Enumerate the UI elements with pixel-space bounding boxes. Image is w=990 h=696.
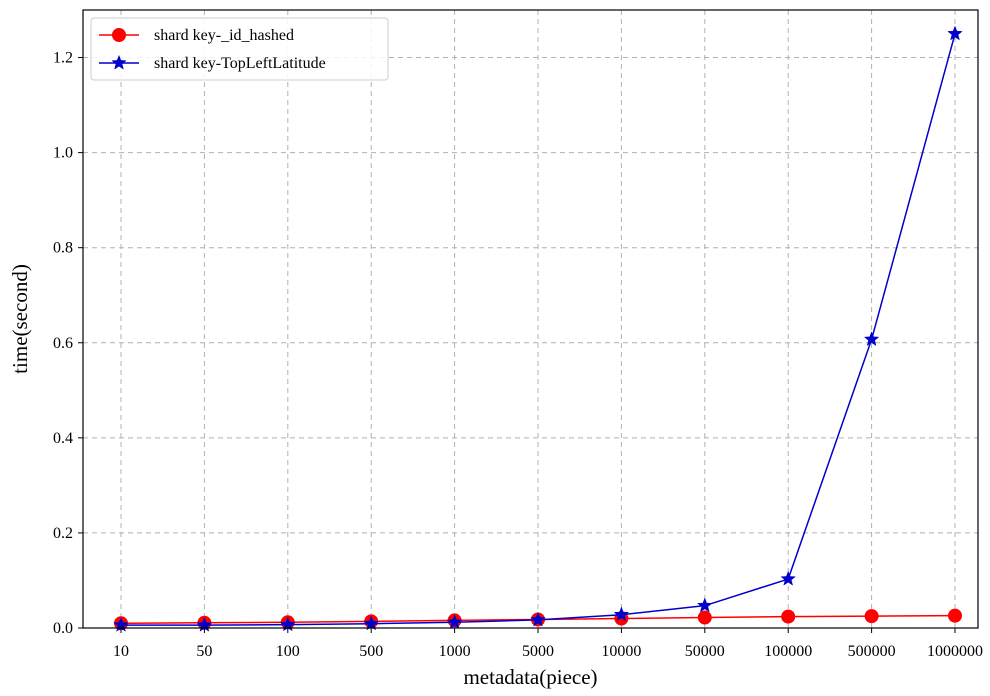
y-tick-label: 1.2 xyxy=(53,50,73,67)
legend-box xyxy=(90,17,389,81)
y-axis: 0.0 0.2 0.4 0.6 0.8 1.0 1.2 xyxy=(53,50,83,637)
data-point xyxy=(780,570,796,586)
x-tick-label: 500000 xyxy=(848,643,896,660)
x-tick-label: 10000 xyxy=(601,643,641,660)
plot-frame xyxy=(82,9,979,629)
data-point xyxy=(697,610,712,625)
x-tick-label: 10 xyxy=(113,643,129,660)
data-point xyxy=(947,25,963,41)
data-point xyxy=(863,331,880,347)
legend-marker xyxy=(112,28,126,42)
y-axis-label: time(second) xyxy=(8,264,32,374)
y-tick-label: 0.4 xyxy=(53,430,73,447)
legend-label: shard key-_id_hashed xyxy=(154,27,294,44)
grid-lines xyxy=(83,10,978,628)
data-point xyxy=(613,606,630,622)
x-tick-label: 1000000 xyxy=(927,643,983,660)
data-point xyxy=(363,615,379,631)
y-tick-label: 0.0 xyxy=(53,620,73,637)
y-tick-label: 1.0 xyxy=(53,145,73,162)
x-tick-label: 5000 xyxy=(522,643,554,660)
data-point xyxy=(446,614,463,629)
x-axis: 10 50 100 500 1000 5000 10000 50000 100000 500000… xyxy=(113,628,983,660)
data-point xyxy=(530,611,546,627)
y-tick-label: 0.2 xyxy=(53,525,73,542)
data-point xyxy=(948,608,962,623)
data-point xyxy=(781,609,796,624)
series-layer xyxy=(113,25,963,632)
x-axis-label: metadata(piece) xyxy=(463,665,597,689)
x-tick-label: 100 xyxy=(276,643,300,660)
legend-item: shard key-TopLeftLatitude xyxy=(99,54,326,72)
legend-label: shard key-TopLeftLatitude xyxy=(154,55,326,72)
x-tick-label: 100000 xyxy=(764,643,812,660)
legend-marker xyxy=(111,54,127,70)
y-tick-label: 0.8 xyxy=(53,240,73,257)
data-point xyxy=(697,597,713,613)
x-tick-label: 50 xyxy=(196,643,212,660)
data-point xyxy=(864,609,879,624)
y-tick-label: 0.6 xyxy=(53,335,73,352)
x-tick-label: 1000 xyxy=(439,643,471,660)
x-tick-label: 500 xyxy=(359,643,383,660)
x-tick-label: 50000 xyxy=(685,643,725,660)
legend-item: shard key-_id_hashed xyxy=(99,27,294,44)
